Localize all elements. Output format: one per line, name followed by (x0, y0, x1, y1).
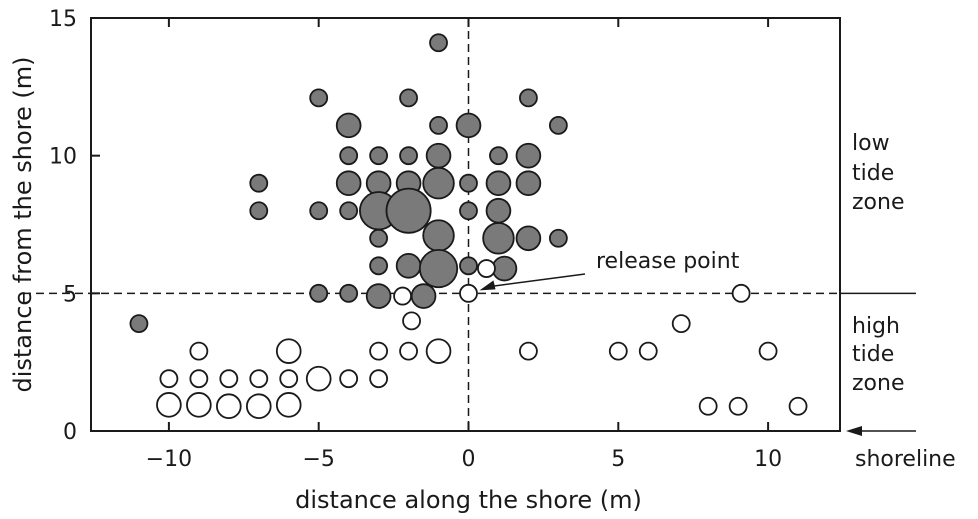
data-point-low-tide (249, 173, 269, 193)
low-tide-zone-label: tide (852, 161, 894, 186)
data-point-low-tide (249, 201, 269, 221)
data-point-low-tide (429, 33, 448, 53)
plot-frame (90, 17, 841, 432)
data-point-low-tide (395, 252, 422, 279)
chart-labels: distance along the shore (m) distance fro… (9, 56, 956, 514)
data-point-high-tide (399, 341, 418, 361)
data-point-low-tide (339, 146, 359, 166)
data-point-high-tide (477, 259, 496, 278)
data-point-high-tide (279, 369, 299, 389)
high-tide-zone-label: zone (852, 371, 905, 396)
data-point-low-tide (491, 255, 518, 282)
data-point-high-tide (156, 392, 182, 418)
y-tick-label: 0 (63, 420, 77, 445)
data-point-low-tide (309, 201, 329, 221)
data-point-high-tide (671, 314, 691, 334)
data-point-high-tide (728, 396, 748, 416)
data-point-low-tide (309, 283, 329, 303)
data-point-high-tide (402, 311, 421, 331)
shoreline-label: shoreline (855, 447, 956, 472)
data-point-high-tide (369, 341, 389, 361)
data-point-low-tide (369, 256, 389, 276)
data-point-low-tide (515, 142, 542, 169)
x-tick-label: −10 (146, 447, 192, 472)
data-point-low-tide (399, 146, 418, 166)
shoreline-arrowhead (846, 426, 862, 436)
data-point-low-tide (485, 170, 512, 197)
data-point-low-tide (548, 228, 568, 248)
y-tick-label: 5 (63, 282, 77, 307)
x-tick-label: 10 (754, 447, 782, 472)
data-point-high-tide (369, 369, 389, 389)
release-point-label: release point (596, 249, 740, 274)
release-point-arrow (491, 273, 586, 288)
y-tick-label: 10 (49, 145, 77, 170)
data-point-low-tide (369, 228, 389, 248)
data-point-low-tide (339, 283, 359, 303)
data-point-low-tide (485, 197, 512, 224)
high-tide-zone-label: high (852, 314, 900, 339)
data-point-low-tide (335, 112, 362, 139)
data-point-low-tide (489, 146, 508, 166)
data-point-low-tide (129, 314, 149, 334)
x-axis-title: distance along the shore (m) (295, 486, 642, 514)
data-point-low-tide (335, 170, 362, 197)
y-tick-label: 15 (49, 7, 77, 32)
data-point-low-tide (410, 283, 437, 309)
data-point-high-tide (219, 369, 239, 389)
data-point-low-tide (422, 166, 455, 200)
data-points (129, 33, 808, 420)
data-point-high-tide (189, 341, 209, 361)
data-point-low-tide (429, 115, 448, 135)
data-point-high-tide (275, 392, 302, 418)
data-point-low-tide (309, 88, 329, 108)
data-point-high-tide (459, 283, 478, 303)
low-tide-zone-label: zone (852, 190, 905, 215)
data-point-low-tide (459, 256, 478, 276)
data-point-low-tide (339, 201, 359, 221)
data-point-high-tide (425, 338, 452, 364)
low-tide-zone-label: low (852, 131, 890, 156)
data-point-low-tide (519, 88, 538, 108)
data-point-low-tide (515, 225, 542, 252)
data-point-low-tide (399, 88, 418, 108)
data-point-low-tide (425, 142, 452, 169)
x-tick-label: 5 (611, 447, 625, 472)
data-point-high-tide (393, 286, 412, 306)
data-point-low-tide (422, 219, 455, 252)
data-point-high-tide (216, 393, 242, 420)
data-point-low-tide (385, 187, 432, 234)
data-point-high-tide (698, 396, 718, 416)
data-point-low-tide (418, 248, 459, 289)
data-point-high-tide (638, 341, 658, 361)
data-point-high-tide (245, 393, 272, 420)
data-point-high-tide (275, 338, 302, 364)
high-tide-zone-label: tide (852, 342, 894, 367)
y-axis-title: distance from the shore (m) (9, 56, 37, 392)
data-point-high-tide (249, 369, 269, 389)
data-point-low-tide (548, 115, 568, 135)
data-point-low-tide (369, 146, 389, 166)
data-point-low-tide (455, 112, 482, 139)
data-point-low-tide (482, 222, 515, 255)
data-point-low-tide (459, 173, 478, 193)
data-point-high-tide (519, 341, 538, 361)
data-point-low-tide (365, 283, 392, 309)
data-point-high-tide (339, 369, 359, 389)
reference-lines (23, 18, 916, 431)
data-point-high-tide (186, 392, 212, 418)
data-point-high-tide (731, 283, 751, 303)
x-tick-label: −5 (302, 447, 334, 472)
data-point-high-tide (608, 341, 628, 361)
release-point-arrowhead (479, 280, 496, 291)
data-point-low-tide (515, 170, 542, 197)
data-point-high-tide (189, 369, 209, 389)
data-point-high-tide (788, 396, 808, 416)
data-point-high-tide (305, 365, 332, 392)
x-tick-label: 0 (461, 447, 475, 472)
data-point-high-tide (758, 341, 778, 361)
data-point-high-tide (159, 369, 179, 389)
data-point-low-tide (459, 201, 478, 221)
